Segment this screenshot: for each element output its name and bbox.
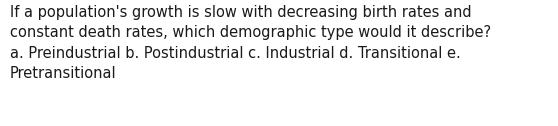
Text: If a population's growth is slow with decreasing birth rates and
constant death : If a population's growth is slow with de… <box>10 5 491 81</box>
